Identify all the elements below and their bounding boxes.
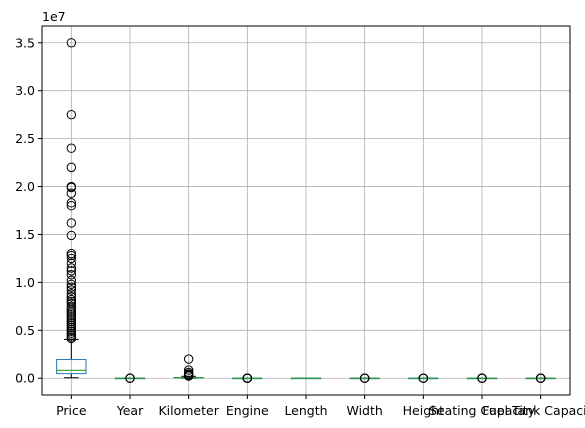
y-tick-label: 2.5 <box>15 131 35 146</box>
x-tick-label: Length <box>284 403 327 418</box>
grid-layer <box>42 26 570 395</box>
x-tick-label: Kilometer <box>158 403 219 418</box>
y-tick-label: 3.0 <box>15 83 35 98</box>
x-tick-label: Engine <box>226 403 269 418</box>
x-tick-label: Fuel Tank Capacity <box>482 403 585 418</box>
y-tick-label: 1.0 <box>15 275 35 290</box>
tick-layer: 0.0 0.5 1.0 1.5 2.0 2.5 3.0 3.5 Price Year Kilomet… <box>15 26 585 418</box>
y-tick-label: 0.0 <box>15 371 35 386</box>
x-tick-label: Year <box>116 403 144 418</box>
y-tick-label: 1.5 <box>15 227 35 242</box>
x-tick-label: Price <box>56 403 87 418</box>
x-tick-label: Width <box>347 403 383 418</box>
y-tick-label: 3.5 <box>15 35 35 50</box>
y-tick-label: 2.0 <box>15 179 35 194</box>
y-tick-label: 0.5 <box>15 323 35 338</box>
box-series-length <box>291 378 320 379</box>
y-offset-label: 1e7 <box>42 9 66 24</box>
